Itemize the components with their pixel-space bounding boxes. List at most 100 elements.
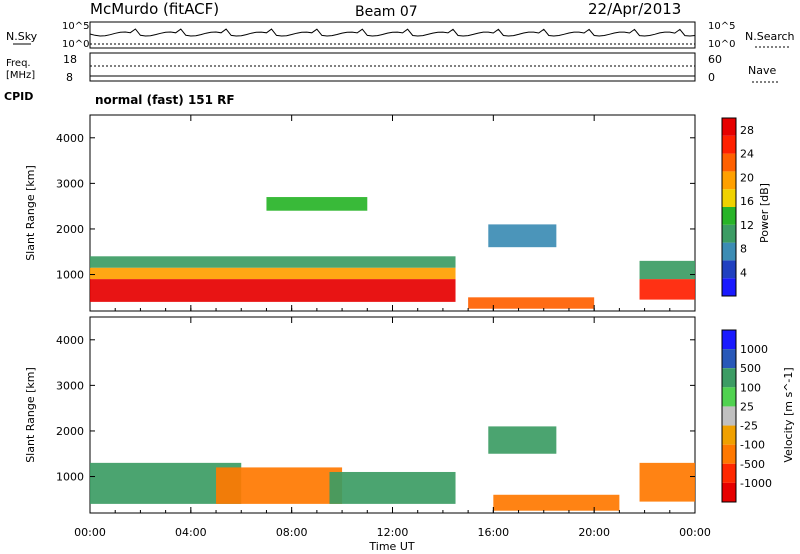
x-tick-label: 08:00 (276, 526, 308, 539)
power-heatmap (90, 197, 695, 309)
time-x-axis: 00:00 04:00 08:00 12:00 16:00 20:00 00:00 (74, 115, 711, 539)
y-tick-label: 1000 (56, 269, 84, 282)
heatmap-cell (639, 279, 695, 300)
colorbar-segment (722, 444, 736, 464)
x-tick-label: 20:00 (578, 526, 610, 539)
colorbar-segment (722, 368, 736, 388)
velocity-colorbar-label: Velocity [m s^-1] (782, 367, 795, 462)
heatmap-cell (639, 260, 695, 280)
power-y-axis: 1000 2000 3000 4000 (56, 132, 695, 282)
colorbar-frame (721, 329, 737, 503)
nave-tick-high: 60 (708, 53, 722, 66)
colorbar-tick-label: 16 (740, 195, 754, 208)
noise-tick-high-right: 10^5 (708, 21, 735, 32)
velocity-colorbar: 1000 500 100 25 -25 -100 -500 -1000 (721, 329, 772, 503)
heatmap-cell (216, 467, 343, 504)
power-y-label: Slant Range [km] (24, 165, 37, 261)
colorbar-segment (722, 135, 736, 154)
noise-trace (89, 28, 696, 45)
cpid-value: normal (fast) 151 RF (95, 93, 235, 107)
colorbar-segment (722, 207, 736, 225)
noise-tick-high: 10^5 (62, 21, 89, 32)
freq-tick-high: 18 (63, 53, 77, 66)
colorbar-segment (722, 482, 736, 502)
x-tick-label: 00:00 (679, 526, 711, 539)
station-title: McMurdo (fitACF) (90, 0, 219, 18)
nave-tick-low: 0 (708, 71, 715, 84)
colorbar-segment (722, 153, 736, 172)
date-label: 22/Apr/2013 (588, 0, 681, 18)
freq-unit-label: [MHz] (6, 70, 35, 81)
y-tick-label: 2000 (56, 223, 84, 236)
y-tick-label: 3000 (56, 177, 84, 190)
x-tick-label: 04:00 (175, 526, 207, 539)
freq-frame (89, 52, 696, 82)
colorbar-segment (722, 189, 736, 207)
nsky-label: N.Sky (6, 30, 38, 43)
velocity-heatmap (90, 426, 695, 511)
velocity-y-axis: 1000 2000 3000 4000 (56, 334, 695, 484)
y-tick-label: 2000 (56, 425, 84, 438)
colorbar-segment (722, 171, 736, 190)
y-tick-label: 4000 (56, 334, 84, 347)
heatmap-cell (493, 494, 620, 511)
colorbar-frame (721, 117, 737, 297)
colorbar-tick-label: -1000 (740, 477, 772, 490)
x-tick-label: 16:00 (477, 526, 509, 539)
colorbar-tick-label: 100 (740, 381, 761, 394)
colorbar-segment (722, 224, 736, 243)
colorbar-segment (722, 118, 736, 136)
colorbar-tick-label: 20 (740, 171, 754, 184)
colorbar-segment (722, 425, 736, 445)
colorbar-tick-label: 24 (740, 148, 754, 161)
y-tick-label: 4000 (56, 132, 84, 145)
colorbar-segment (722, 463, 736, 483)
freq-tick-low: 8 (66, 71, 73, 84)
heatmap-cell (90, 267, 456, 280)
noise-tick-low: 10^0 (62, 39, 89, 50)
heatmap-cell (639, 462, 695, 502)
y-tick-label: 3000 (56, 379, 84, 392)
colorbar-tick-label: -100 (740, 439, 765, 452)
freq-panel: Freq. [MHz] 18 8 60 0 Nave (6, 52, 778, 84)
noise-sky-line (89, 28, 696, 37)
cpid-label: CPID (4, 90, 33, 103)
heatmap-cell (90, 256, 456, 268)
colorbar-segment (722, 330, 736, 350)
nave-label: Nave (748, 64, 776, 77)
colorbar-tick-label: 28 (740, 124, 754, 137)
colorbar-segment (722, 406, 736, 426)
colorbar-tick-label: 8 (740, 243, 747, 256)
colorbar-tick-label: 1000 (740, 343, 768, 356)
colorbar-segment (722, 242, 736, 261)
velocity-y-label: Slant Range [km] (24, 367, 37, 463)
colorbar-segment (722, 260, 736, 279)
heatmap-cell (329, 471, 456, 504)
y-tick-label: 1000 (56, 471, 84, 484)
colorbar-segment (722, 349, 736, 369)
colorbar-tick-label: 12 (740, 219, 754, 232)
noise-tick-low-right: 10^0 (708, 39, 735, 50)
colorbar-tick-label: 500 (740, 362, 761, 375)
heatmap-cell (488, 224, 557, 248)
nsearch-label: N.Search (745, 30, 795, 43)
beam-label: Beam 07 (355, 4, 418, 20)
colorbar-segment (722, 387, 736, 407)
heatmap-cell (488, 426, 557, 454)
colorbar-tick-label: 4 (740, 266, 747, 279)
power-colorbar: 4 8 12 16 20 24 28 (721, 117, 754, 297)
x-tick-label: 12:00 (377, 526, 409, 539)
noise-frame (89, 21, 696, 49)
colorbar-tick-label: 25 (740, 400, 754, 413)
colorbar-tick-label: -25 (740, 420, 758, 433)
colorbar-tick-label: -500 (740, 458, 765, 471)
freq-label: Freq. (6, 58, 31, 69)
heatmap-cell (266, 197, 368, 211)
noise-panel: N.Sky 10^5 10^0 10^5 10^0 N.Search (6, 21, 795, 50)
colorbar-segment (722, 278, 736, 296)
power-colorbar-label: Power [dB] (758, 183, 771, 243)
heatmap-cell (90, 279, 456, 302)
heatmap-cell (468, 297, 595, 309)
x-tick-label: 00:00 (74, 526, 106, 539)
